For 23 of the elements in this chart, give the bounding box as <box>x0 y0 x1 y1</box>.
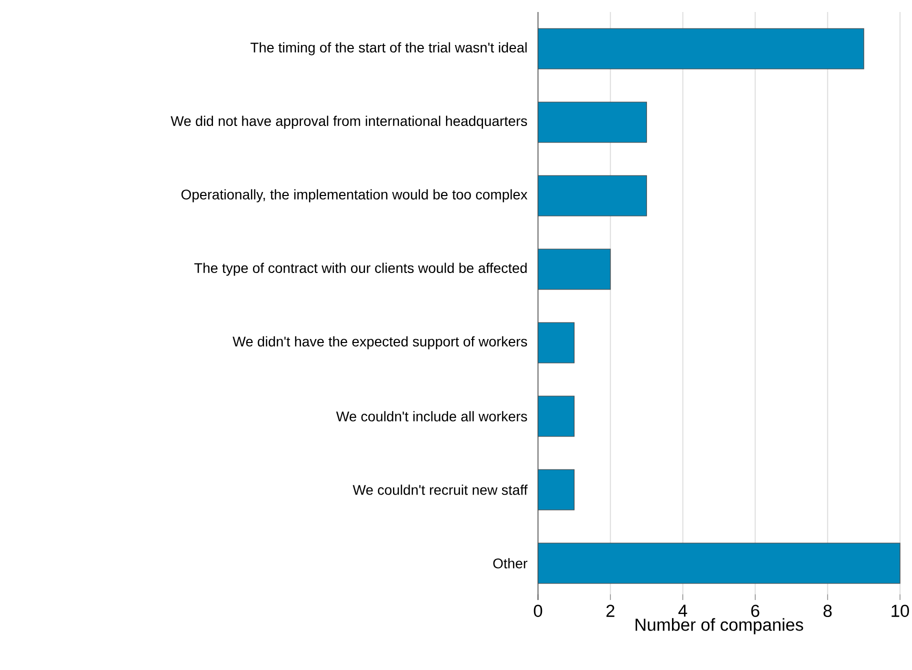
y-tick-label: The type of contract with our clients would be affected <box>194 262 527 276</box>
x-tick-label: 10 <box>892 604 909 617</box>
bar <box>538 469 575 510</box>
bar <box>538 322 575 364</box>
y-tick-label: Other <box>493 558 528 568</box>
y-tick-label: We couldn't include all workers <box>336 411 528 422</box>
x-tick-label: 8 <box>824 604 832 617</box>
y-tick-label: We did not have approval from international headquarters <box>170 116 528 129</box>
x-tick-label: 0 <box>534 604 542 617</box>
bar <box>538 28 864 70</box>
bar <box>538 396 575 437</box>
bar <box>538 175 647 216</box>
x-tick-label: 4 <box>678 604 688 617</box>
y-tick-label: We didn't have the expected support of workers <box>232 336 528 350</box>
bar <box>538 248 611 290</box>
bar <box>538 102 647 143</box>
x-tick-label: 6 <box>751 604 760 617</box>
x-axis-title: Number of companies <box>636 618 804 634</box>
y-tick-label: We couldn't recruit new staff <box>352 484 528 495</box>
bar <box>538 542 900 584</box>
y-tick-label: The timing of the start of the trial wasn't ideal <box>250 42 527 56</box>
y-tick-label: Operationally, the implementation would be too complex <box>181 189 528 202</box>
x-tick-label: 2 <box>606 604 614 617</box>
